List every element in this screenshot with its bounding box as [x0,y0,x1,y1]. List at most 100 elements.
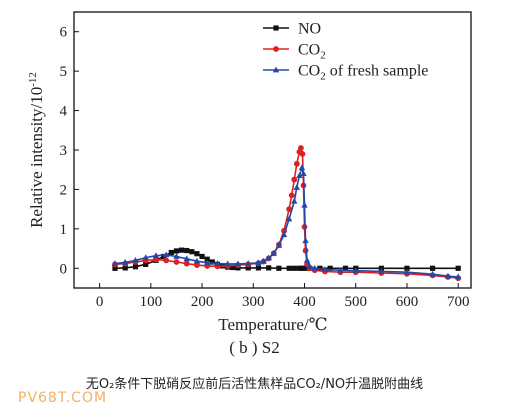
data-point [342,265,349,271]
x-tick-label: 0 [96,294,104,310]
data-point [183,255,190,262]
data-point [194,251,200,257]
data-point [296,172,303,179]
subfigure-caption: ( b ) S2 [229,338,280,357]
data-point [302,237,309,244]
legend-marker [272,66,280,73]
figure-caption: 无O₂条件下脱硝反应前后活性焦样品CO₂/NO升温脱附曲线 [85,377,424,392]
y-axis: 0 1 2 3 4 5 6 [60,25,79,277]
legend-label: NO [298,21,321,38]
plot-frame [73,11,472,289]
data-point [280,231,288,238]
data-point [291,176,298,183]
data-point [163,251,170,258]
data-point [303,257,311,263]
legend-label-text: NO [298,21,321,38]
data-point [153,256,159,263]
data-point [291,265,297,271]
x-tick-label: 300 [242,294,265,310]
data-point [285,215,293,222]
data-point [276,265,282,271]
data-point [132,257,139,263]
data-point [429,265,436,271]
data-point [266,265,272,271]
legend-label-subscript: 2 [320,50,326,62]
data-point [143,261,149,267]
data-point [163,257,170,264]
data-point [260,257,267,264]
data-point [214,260,221,266]
data-point [178,247,185,253]
data-point [337,266,344,273]
legend-label-text: CO [298,63,320,80]
legend-label: CO2 [298,42,326,62]
data-point [183,260,190,267]
data-point [265,254,272,261]
data-point [291,197,298,204]
y-tick-label: 5 [60,64,68,80]
data-point [189,249,195,255]
y-axis-label-exponent: -12 [27,72,39,87]
x-axis-label: Temperature/℃ [218,315,327,334]
data-point [352,267,359,274]
data-point [293,184,301,190]
data-point [173,248,180,254]
data-point [286,265,292,271]
data-point [234,260,242,267]
data-point [152,252,160,259]
data-point [301,201,308,208]
data-point [444,272,452,279]
data-point [270,249,277,256]
data-point [255,265,262,271]
series-layer [111,145,462,282]
data-point [168,249,174,256]
data-point [321,266,329,272]
y-tick-label: 6 [60,25,68,41]
data-point [122,265,128,271]
series-2 [112,145,462,282]
data-point [173,259,180,265]
y-tick-label: 2 [60,182,68,198]
data-point [203,259,211,266]
data-point [122,258,129,265]
legend-item: CO2 [263,42,326,62]
data-point [142,254,149,261]
data-point [454,273,462,280]
data-point [378,268,385,274]
data-point [404,265,410,271]
series-3 [111,164,462,280]
data-point [327,265,333,271]
data-point [293,160,300,167]
data-point [301,265,308,271]
data-point [224,260,231,267]
data-point [209,259,215,265]
data-point [111,260,119,266]
y-tick-label: 4 [60,104,68,120]
data-point [194,262,200,269]
x-tick-label: 700 [447,294,470,310]
y-axis-label-base: Relative intensity/10 [27,87,46,228]
data-point [275,242,283,248]
watermark: PV68T.COM [18,390,108,406]
legend-label-text: CO [298,42,320,59]
legend-label: CO2 of fresh sample [298,63,428,83]
legend-item: CO2 of fresh sample [263,63,428,83]
data-point [184,247,190,254]
data-point [245,265,251,271]
x-tick-label: 600 [396,294,419,310]
x-axis: 0 100 200 300 400 500 600 700 [96,283,470,310]
x-tick-label: 500 [344,294,367,310]
y-tick-label: 3 [60,143,68,159]
x-tick-label: 100 [140,294,163,310]
data-point [306,262,313,269]
x-tick-label: 400 [293,294,316,310]
legend-marker [273,46,279,52]
data-point [300,170,307,177]
data-point [455,265,461,271]
data-point [299,151,306,157]
data-point [288,192,295,199]
data-point [230,264,236,271]
legend-item: NO [263,21,321,38]
data-point [204,256,210,262]
